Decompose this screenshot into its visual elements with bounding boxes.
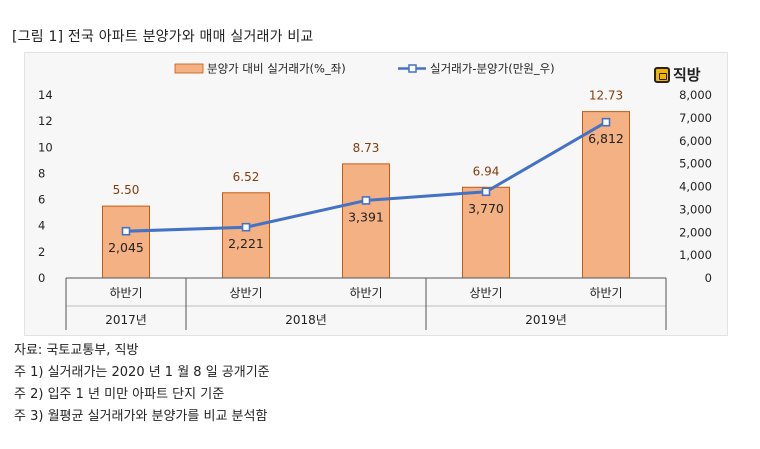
y-right-tick-label: 8,000 xyxy=(679,88,712,102)
bar-data-label: 8.73 xyxy=(353,141,380,155)
bar xyxy=(222,192,270,279)
bar-data-label: 6.94 xyxy=(473,164,500,178)
legend-label-bar: 분양가 대비 실거래가(%_좌) xyxy=(207,62,346,76)
bar-data-label: 5.50 xyxy=(113,183,140,197)
legend: 분양가 대비 실거래가(%_좌) 실거래가-분양가(만원_우) xyxy=(174,62,555,76)
bar-series xyxy=(102,111,630,279)
y-right-tick-label: 0 xyxy=(705,271,712,285)
year-group-label: 2019년 xyxy=(525,313,567,327)
line-series xyxy=(121,117,611,236)
y-right-tick-label: 1,000 xyxy=(679,248,712,262)
y-left-tick-label: 12 xyxy=(38,114,53,128)
house-logo-icon xyxy=(654,66,670,83)
footnotes: 자료: 국토교통부, 직방 주 1) 실거래가는 2020 년 1 월 8 일 … xyxy=(14,340,270,428)
figure-title: [그림 1] 전국 아파트 분양가와 매매 실거래가 비교 xyxy=(12,29,314,45)
bar-data-label: 12.73 xyxy=(589,89,623,103)
category-tick-label: 하반기 xyxy=(349,286,382,300)
y-right-tick-label: 5,000 xyxy=(679,157,712,171)
year-group-label: 2017년 xyxy=(105,313,147,327)
y-left-tick-label: 10 xyxy=(38,140,53,154)
bar xyxy=(582,111,630,279)
line-data-label: 3,770 xyxy=(468,201,504,216)
y-right-tick-label: 3,000 xyxy=(679,202,712,216)
category-tick-label: 하반기 xyxy=(589,286,622,300)
line-data-labels: 2,045 2,221 3,391 3,770 6,812 xyxy=(108,131,624,255)
category-tick-label: 상반기 xyxy=(229,286,262,300)
y-left-tick-label: 14 xyxy=(38,88,53,102)
y-left-tick-label: 8 xyxy=(38,166,45,180)
y-left-tick-label: 0 xyxy=(38,271,45,285)
y-left-tick-label: 4 xyxy=(38,219,45,233)
legend-swatch-marker xyxy=(408,64,417,73)
line-data-label: 3,391 xyxy=(348,209,384,224)
bar-data-labels: 5.50 6.52 8.73 6.94 12.73 xyxy=(113,89,624,198)
brand-logo: 직방 xyxy=(654,64,701,85)
line-point xyxy=(481,187,491,197)
category-tick-label: 하반기 xyxy=(109,286,142,300)
category-axis-table: 하반기 상반기 하반기 상반기 하반기 2017년 2018년 2019년 xyxy=(65,277,667,330)
line-data-label: 2,221 xyxy=(228,236,264,251)
legend-label-line: 실거래가-분양가(만원_우) xyxy=(430,62,555,76)
y-right-tick-label: 7,000 xyxy=(679,111,712,125)
bar xyxy=(102,205,150,279)
y-right-tick-label: 2,000 xyxy=(679,225,712,239)
y-right-tick-label: 6,000 xyxy=(679,134,712,148)
line-point xyxy=(361,196,371,205)
category-tick-label: 상반기 xyxy=(469,286,502,300)
note-1: 주 1) 실거래가는 2020 년 1 월 8 일 공개기준 xyxy=(14,365,270,380)
line-data-label: 2,045 xyxy=(108,240,144,255)
logo-text: 직방 xyxy=(673,66,701,84)
bar-data-label: 6.52 xyxy=(233,170,260,184)
line-point xyxy=(241,222,251,232)
y-axis-right: 0 1,000 2,000 3,000 4,000 5,000 6,000 7,000 8,00… xyxy=(679,88,712,285)
y-axis-left: 0 2 4 6 8 10 12 14 xyxy=(38,88,53,285)
note-2: 주 2) 입주 1 년 미만 아파트 단지 기준 xyxy=(14,387,225,402)
line-point xyxy=(601,117,611,127)
y-right-tick-label: 4,000 xyxy=(679,180,712,194)
y-left-tick-label: 2 xyxy=(38,245,45,259)
y-left-tick-label: 6 xyxy=(38,193,45,207)
note-3: 주 3) 월평균 실거래가와 분양가를 비교 분석함 xyxy=(14,409,268,424)
note-source: 자료: 국토교통부, 직방 xyxy=(14,343,139,358)
legend-swatch-bar xyxy=(174,63,204,74)
line-data-label: 6,812 xyxy=(588,131,624,146)
bar xyxy=(342,163,390,279)
line-point xyxy=(121,226,131,236)
bar xyxy=(462,186,510,279)
year-group-label: 2018년 xyxy=(285,313,327,327)
